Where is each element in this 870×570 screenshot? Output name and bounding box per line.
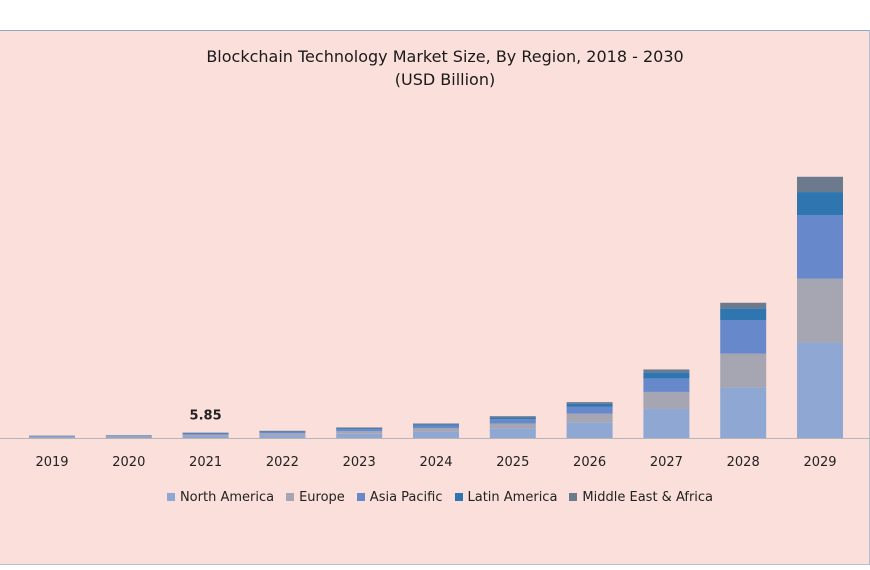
legend-item-0: North America <box>166 490 275 505</box>
x-tick-label-2026: 2026 <box>573 455 606 470</box>
x-tick-label-2024: 2024 <box>419 455 452 470</box>
bar-segment-2028-0 <box>720 387 767 438</box>
bar-segment-2023-1 <box>336 431 383 434</box>
bar-segment-2026-1 <box>566 413 613 423</box>
bar-segment-2019-0 <box>29 437 75 438</box>
x-tick-label-2022: 2022 <box>266 455 299 470</box>
bar-segment-2019-1 <box>29 436 75 438</box>
bar-segment-2027-1 <box>643 391 690 409</box>
bar-segment-2021-0 <box>182 435 229 438</box>
bar-segment-2027-2 <box>643 378 690 392</box>
bar-segment-2020-2 <box>105 435 152 437</box>
legend: North America Europe Asia Pacific Latin Ame… <box>0 490 870 505</box>
x-tick-label-2023: 2023 <box>343 455 376 470</box>
bar-segment-2028-2 <box>720 320 767 354</box>
bar-segment-2023-3 <box>336 428 383 430</box>
legend-label-3: Latin America <box>467 490 558 505</box>
legend-label-0: North America <box>179 490 275 505</box>
legend-label-1: Europe <box>299 490 345 505</box>
chart-panel: Blockchain Technology Market Size, By Re… <box>0 30 870 565</box>
bar-segment-2025-1 <box>489 423 536 429</box>
bar-segment-2029-1 <box>797 278 843 343</box>
bar-segment-2020-1 <box>105 436 152 437</box>
x-tick-label-2027: 2027 <box>650 455 683 470</box>
x-tick-label-2020: 2020 <box>112 455 145 470</box>
bar-segment-2028-1 <box>720 353 767 388</box>
bar-segment-2021-3 <box>182 432 229 434</box>
bar-segment-2025-2 <box>489 419 536 424</box>
bar-segment-2029-4 <box>797 176 843 193</box>
bar-segment-2028-4 <box>720 302 767 309</box>
bar-segment-2028-3 <box>720 308 767 321</box>
bar-segment-2022-1 <box>259 433 306 436</box>
bar-segment-2023-2 <box>336 429 383 432</box>
legend-label-2: Asia Pacific <box>369 490 443 505</box>
bar-segment-2026-4 <box>566 402 613 404</box>
bar-segment-2020-0 <box>105 436 152 438</box>
bar-segment-2027-0 <box>643 408 690 438</box>
bar-segment-2024-1 <box>413 428 459 432</box>
legend-swatch-1 <box>286 493 295 501</box>
x-tick-label-2028: 2028 <box>727 455 760 470</box>
bar-segment-2025-4 <box>489 416 536 418</box>
data-label-2021: 5.85 <box>190 409 222 424</box>
bar-segment-2023-0 <box>336 433 383 438</box>
bar-segment-2029-3 <box>797 192 843 215</box>
chart-title: Blockchain Technology Market Size, By Re… <box>206 47 684 66</box>
legend-swatch-0 <box>166 493 175 501</box>
bar-segment-2021-2 <box>182 433 229 435</box>
legend-swatch-4 <box>569 493 578 501</box>
x-tick-label-2019: 2019 <box>35 455 68 470</box>
legend-item-4: Middle East & Africa <box>569 490 713 505</box>
bar-segment-2027-4 <box>643 369 690 373</box>
bar-segment-2029-2 <box>797 214 843 279</box>
bar-segment-2024-3 <box>413 424 459 426</box>
bar-segment-2029-0 <box>797 342 843 438</box>
legend-item-3: Latin America <box>454 490 558 505</box>
legend-swatch-2 <box>356 493 365 501</box>
bar-segment-2023-4 <box>336 427 383 429</box>
legend-item-2: Asia Pacific <box>356 490 443 505</box>
bar-segment-2022-2 <box>259 431 306 434</box>
bar-segment-2026-2 <box>566 406 613 414</box>
legend-swatch-3 <box>454 493 463 501</box>
bar-segment-2026-3 <box>566 403 613 407</box>
bar-segment-2021-1 <box>182 434 229 436</box>
bar-segment-2024-4 <box>413 423 459 425</box>
bar-segment-2024-2 <box>413 425 459 429</box>
x-tick-label-2025: 2025 <box>496 455 529 470</box>
bar-segment-2027-3 <box>643 372 690 379</box>
bar-segment-2022-3 <box>259 431 306 432</box>
bar-segment-2022-0 <box>259 435 306 438</box>
x-tick-label-2029: 2029 <box>803 455 836 470</box>
legend-item-1: Europe <box>286 490 345 505</box>
chart-subtitle: (USD Billion) <box>394 70 496 89</box>
plot-area: 2019 2020 2021 2022 2023 2024 2025 2026 2027 2028… <box>0 176 869 470</box>
legend-label-4: Middle East & Africa <box>582 490 714 505</box>
x-tick-label-2021: 2021 <box>189 455 222 470</box>
bar-segment-2025-3 <box>489 417 536 420</box>
bar-segment-2025-0 <box>489 428 536 438</box>
bar-segment-2024-0 <box>413 431 459 438</box>
bar-segment-2026-0 <box>566 422 613 438</box>
